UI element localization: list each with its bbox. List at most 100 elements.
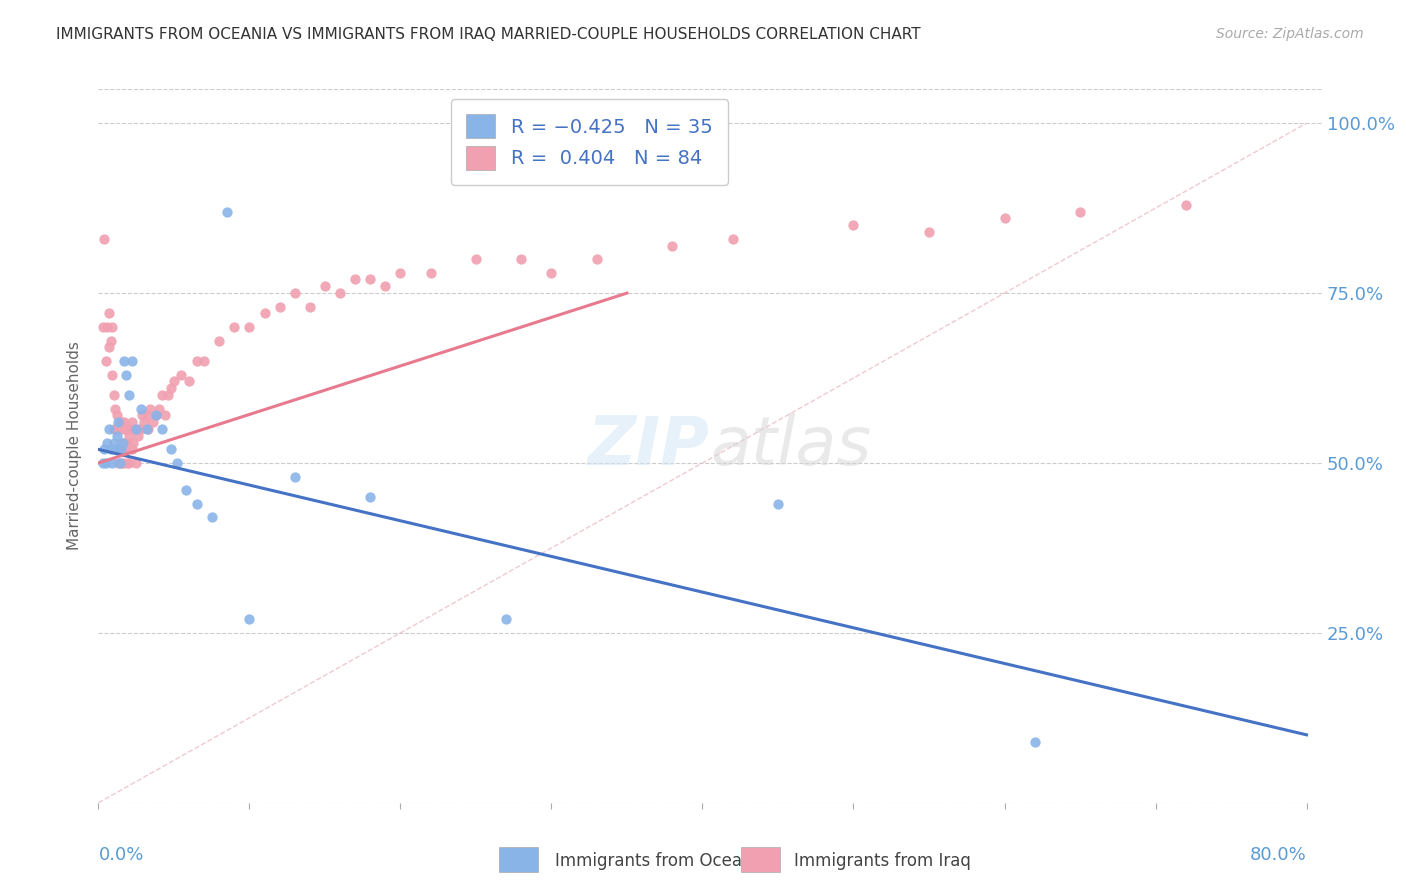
Point [238, 320, 260, 334]
Point [201, 510, 224, 524]
Point [98, 422, 121, 436]
Point [108, 415, 131, 429]
Text: Source: ZipAtlas.com: Source: ZipAtlas.com [1216, 27, 1364, 41]
Point [163, 375, 186, 389]
Point [170, 368, 193, 382]
Point [186, 354, 208, 368]
Point [585, 252, 607, 266]
Point [135, 409, 157, 423]
Point [115, 456, 138, 470]
Point [918, 225, 941, 239]
Point [128, 422, 150, 436]
Point [139, 401, 162, 416]
Point [104, 442, 127, 457]
Point [842, 218, 865, 232]
Point [105, 442, 128, 457]
Point [111, 422, 134, 436]
Point [103, 388, 125, 402]
Point [107, 415, 129, 429]
Text: 80.0%: 80.0% [1250, 846, 1306, 863]
Point [114, 442, 136, 457]
Point [110, 456, 132, 470]
Point [269, 300, 291, 314]
Point [105, 409, 128, 423]
Point [114, 422, 136, 436]
Point [103, 422, 125, 436]
Point [374, 279, 396, 293]
Point [114, 368, 136, 382]
Point [120, 422, 142, 436]
Point [101, 368, 124, 382]
Point [156, 388, 179, 402]
Point [359, 490, 381, 504]
Point [1024, 734, 1046, 748]
Point [766, 497, 789, 511]
Point [127, 429, 149, 443]
Point [112, 354, 135, 368]
Point [122, 435, 145, 450]
Point [121, 442, 143, 457]
Text: Immigrants from Iraq: Immigrants from Iraq [794, 852, 972, 870]
Point [93, 232, 115, 246]
Point [110, 415, 132, 429]
Point [174, 483, 197, 498]
Point [108, 442, 131, 457]
Point [100, 442, 122, 457]
Point [253, 306, 276, 320]
Point [150, 422, 173, 436]
Point [125, 422, 148, 436]
Point [101, 456, 124, 470]
Point [1174, 198, 1197, 212]
Point [104, 401, 127, 416]
Point [1069, 204, 1091, 219]
Point [111, 435, 134, 450]
Point [284, 469, 307, 483]
Point [98, 306, 121, 320]
Point [121, 354, 143, 368]
Point [91, 320, 114, 334]
Point [117, 456, 139, 470]
Point [329, 286, 352, 301]
Point [129, 401, 152, 416]
Point [495, 612, 517, 626]
Point [94, 354, 117, 368]
Point [98, 341, 121, 355]
Point [103, 435, 125, 450]
Y-axis label: Married-couple Households: Married-couple Households [67, 342, 83, 550]
Point [112, 435, 135, 450]
Point [186, 497, 208, 511]
Point [110, 442, 132, 457]
Point [142, 415, 165, 429]
Legend: R = −0.425   N = 35, R =  0.404   N = 84: R = −0.425 N = 35, R = 0.404 N = 84 [451, 99, 728, 186]
Point [101, 320, 124, 334]
Point [105, 429, 128, 443]
Point [129, 422, 152, 436]
Text: atlas: atlas [710, 413, 872, 479]
Point [224, 320, 246, 334]
Point [284, 286, 307, 301]
Text: Immigrants from Oceania: Immigrants from Oceania [555, 852, 768, 870]
Point [661, 238, 683, 252]
Point [148, 401, 170, 416]
Point [160, 381, 183, 395]
Point [314, 279, 336, 293]
Point [510, 252, 533, 266]
Point [115, 435, 138, 450]
Point [344, 272, 367, 286]
Point [153, 409, 176, 423]
Point [177, 375, 200, 389]
Point [107, 456, 129, 470]
Point [93, 442, 115, 457]
Point [215, 204, 238, 219]
Point [124, 422, 146, 436]
Point [100, 334, 122, 348]
Point [208, 334, 231, 348]
Point [108, 456, 131, 470]
Point [465, 252, 488, 266]
Point [132, 415, 155, 429]
Point [540, 266, 562, 280]
Point [993, 211, 1015, 226]
Text: ZIP: ZIP [588, 413, 710, 479]
Point [111, 456, 134, 470]
Point [721, 232, 744, 246]
